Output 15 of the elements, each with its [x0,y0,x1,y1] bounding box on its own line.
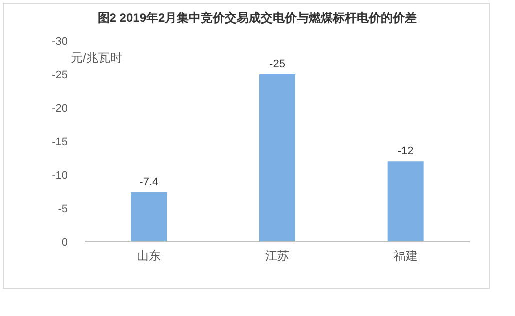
y-tick-label: -10 [52,170,68,182]
x-tick-label: 山东 [137,249,162,263]
data-label: -12 [398,146,414,158]
x-tick-label: 江苏 [266,249,290,263]
x-tick-label: 福建 [394,249,418,263]
y-axis-title: 元/兆瓦时 [71,51,122,65]
y-tick-label: -30 [52,36,68,48]
chart-title: 图2 2019年2月集中竞价交易成交电价与燃煤标杆电价的价差 [98,11,418,25]
y-tick-label: -25 [52,70,68,82]
data-label: -25 [270,58,286,70]
y-tick-label: 0 [62,237,68,249]
y-tick-label: -15 [52,136,68,148]
data-label: -7.4 [140,176,159,188]
y-tick-label: -5 [58,204,68,216]
y-tick-label: -20 [52,103,68,115]
